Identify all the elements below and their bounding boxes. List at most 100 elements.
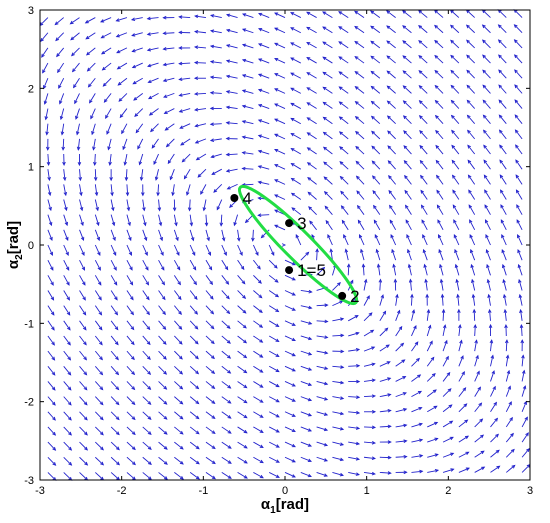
field-arrow: [514, 84, 523, 94]
field-arrow: [419, 129, 428, 140]
field-arrow: [442, 420, 454, 428]
field-arrow: [109, 169, 113, 182]
field-arrow: [373, 219, 381, 231]
field-arrow: [472, 308, 477, 321]
field-arrow: [142, 365, 152, 375]
x-tick-label: -3: [35, 485, 45, 497]
field-arrow: [221, 381, 232, 389]
field-arrow: [458, 435, 470, 443]
field-arrow: [498, 54, 507, 64]
field-arrow: [197, 168, 207, 178]
field-arrow: [418, 55, 428, 64]
field-arrow: [47, 350, 56, 361]
field-arrow: [126, 381, 136, 391]
field-arrow: [355, 160, 365, 170]
field-arrow: [274, 27, 286, 34]
field-arrow: [268, 411, 280, 418]
field-arrow: [158, 229, 163, 242]
field-arrow: [241, 28, 254, 34]
field-arrow: [110, 441, 120, 451]
field-arrow: [63, 456, 73, 466]
field-arrow: [379, 393, 392, 398]
field-arrow: [300, 426, 313, 432]
trajectory-point: [338, 291, 347, 300]
field-arrow: [395, 423, 408, 428]
field-arrow: [370, 40, 381, 49]
field-arrow: [204, 214, 209, 227]
field-arrow: [79, 426, 88, 436]
field-arrow: [47, 335, 55, 346]
field-arrow: [187, 199, 192, 212]
field-arrow: [517, 248, 523, 261]
field-arrow: [257, 119, 270, 125]
field-arrow: [418, 100, 428, 109]
field-arrow: [142, 411, 152, 420]
field-arrow: [450, 39, 460, 49]
field-arrow: [434, 84, 444, 94]
field-arrow: [225, 105, 238, 110]
field-arrow: [411, 374, 422, 382]
field-arrow: [387, 130, 396, 140]
field-arrow: [252, 244, 259, 256]
field-arrow: [332, 365, 345, 369]
field-arrow: [281, 243, 287, 247]
field-arrow: [268, 305, 280, 313]
field-arrow: [316, 319, 329, 324]
field-arrow: [174, 381, 184, 390]
field-arrow: [434, 54, 444, 64]
field-arrow: [418, 24, 428, 34]
field-arrow: [518, 293, 523, 306]
field-arrow: [402, 55, 412, 64]
field-arrow: [216, 199, 223, 211]
field-arrow: [189, 335, 199, 345]
field-arrow: [146, 32, 159, 36]
field-arrow: [290, 12, 302, 18]
field-arrow: [94, 259, 101, 271]
field-arrow: [237, 290, 247, 299]
x-tick-label: 0: [282, 485, 288, 497]
field-arrow: [437, 234, 444, 246]
field-arrow: [126, 290, 134, 301]
field-arrow: [441, 308, 446, 321]
field-arrow: [205, 472, 216, 480]
field-arrow: [341, 219, 349, 231]
field-arrow: [147, 92, 159, 100]
field-arrow: [316, 381, 329, 386]
field-arrow: [63, 335, 71, 346]
field-arrow: [521, 448, 530, 458]
field-arrow: [138, 153, 144, 166]
field-arrow: [237, 411, 248, 419]
field-arrow: [300, 411, 313, 417]
field-arrow: [379, 471, 392, 475]
field-arrow: [219, 214, 224, 227]
field-arrow: [316, 266, 326, 276]
field-arrow: [454, 263, 460, 276]
field-arrow: [436, 189, 444, 200]
field-arrow: [226, 183, 238, 190]
field-arrow: [300, 381, 313, 386]
field-arrow: [63, 320, 71, 331]
field-arrow: [123, 153, 128, 166]
field-arrow: [253, 365, 264, 373]
field-arrow: [395, 454, 408, 459]
field-arrow: [514, 69, 523, 79]
field-arrow: [134, 108, 144, 118]
field-arrow: [63, 305, 71, 316]
field-arrow: [451, 159, 460, 170]
field-arrow: [482, 54, 491, 64]
field-arrow: [300, 456, 312, 462]
field-arrow: [411, 341, 419, 352]
field-arrow: [94, 244, 101, 256]
field-arrow: [395, 439, 408, 443]
field-arrow: [94, 305, 103, 316]
field-arrow: [290, 27, 302, 34]
field-arrow: [194, 123, 207, 128]
field-arrow: [338, 41, 349, 49]
field-arrow: [205, 411, 216, 420]
field-arrow: [189, 456, 200, 465]
field-arrow: [209, 60, 222, 64]
field-arrow: [221, 229, 226, 242]
field-arrow: [42, 62, 49, 74]
field-arrow: [426, 324, 432, 337]
field-arrow: [213, 184, 223, 193]
